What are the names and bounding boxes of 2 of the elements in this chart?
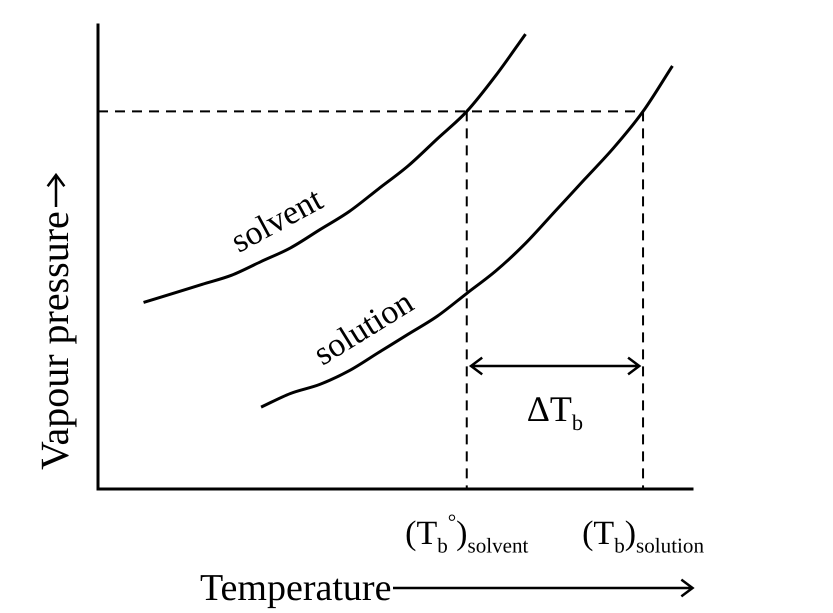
x-axis-title: Temperature <box>200 567 392 609</box>
y-axis-title: Vapour pressure <box>32 211 77 470</box>
